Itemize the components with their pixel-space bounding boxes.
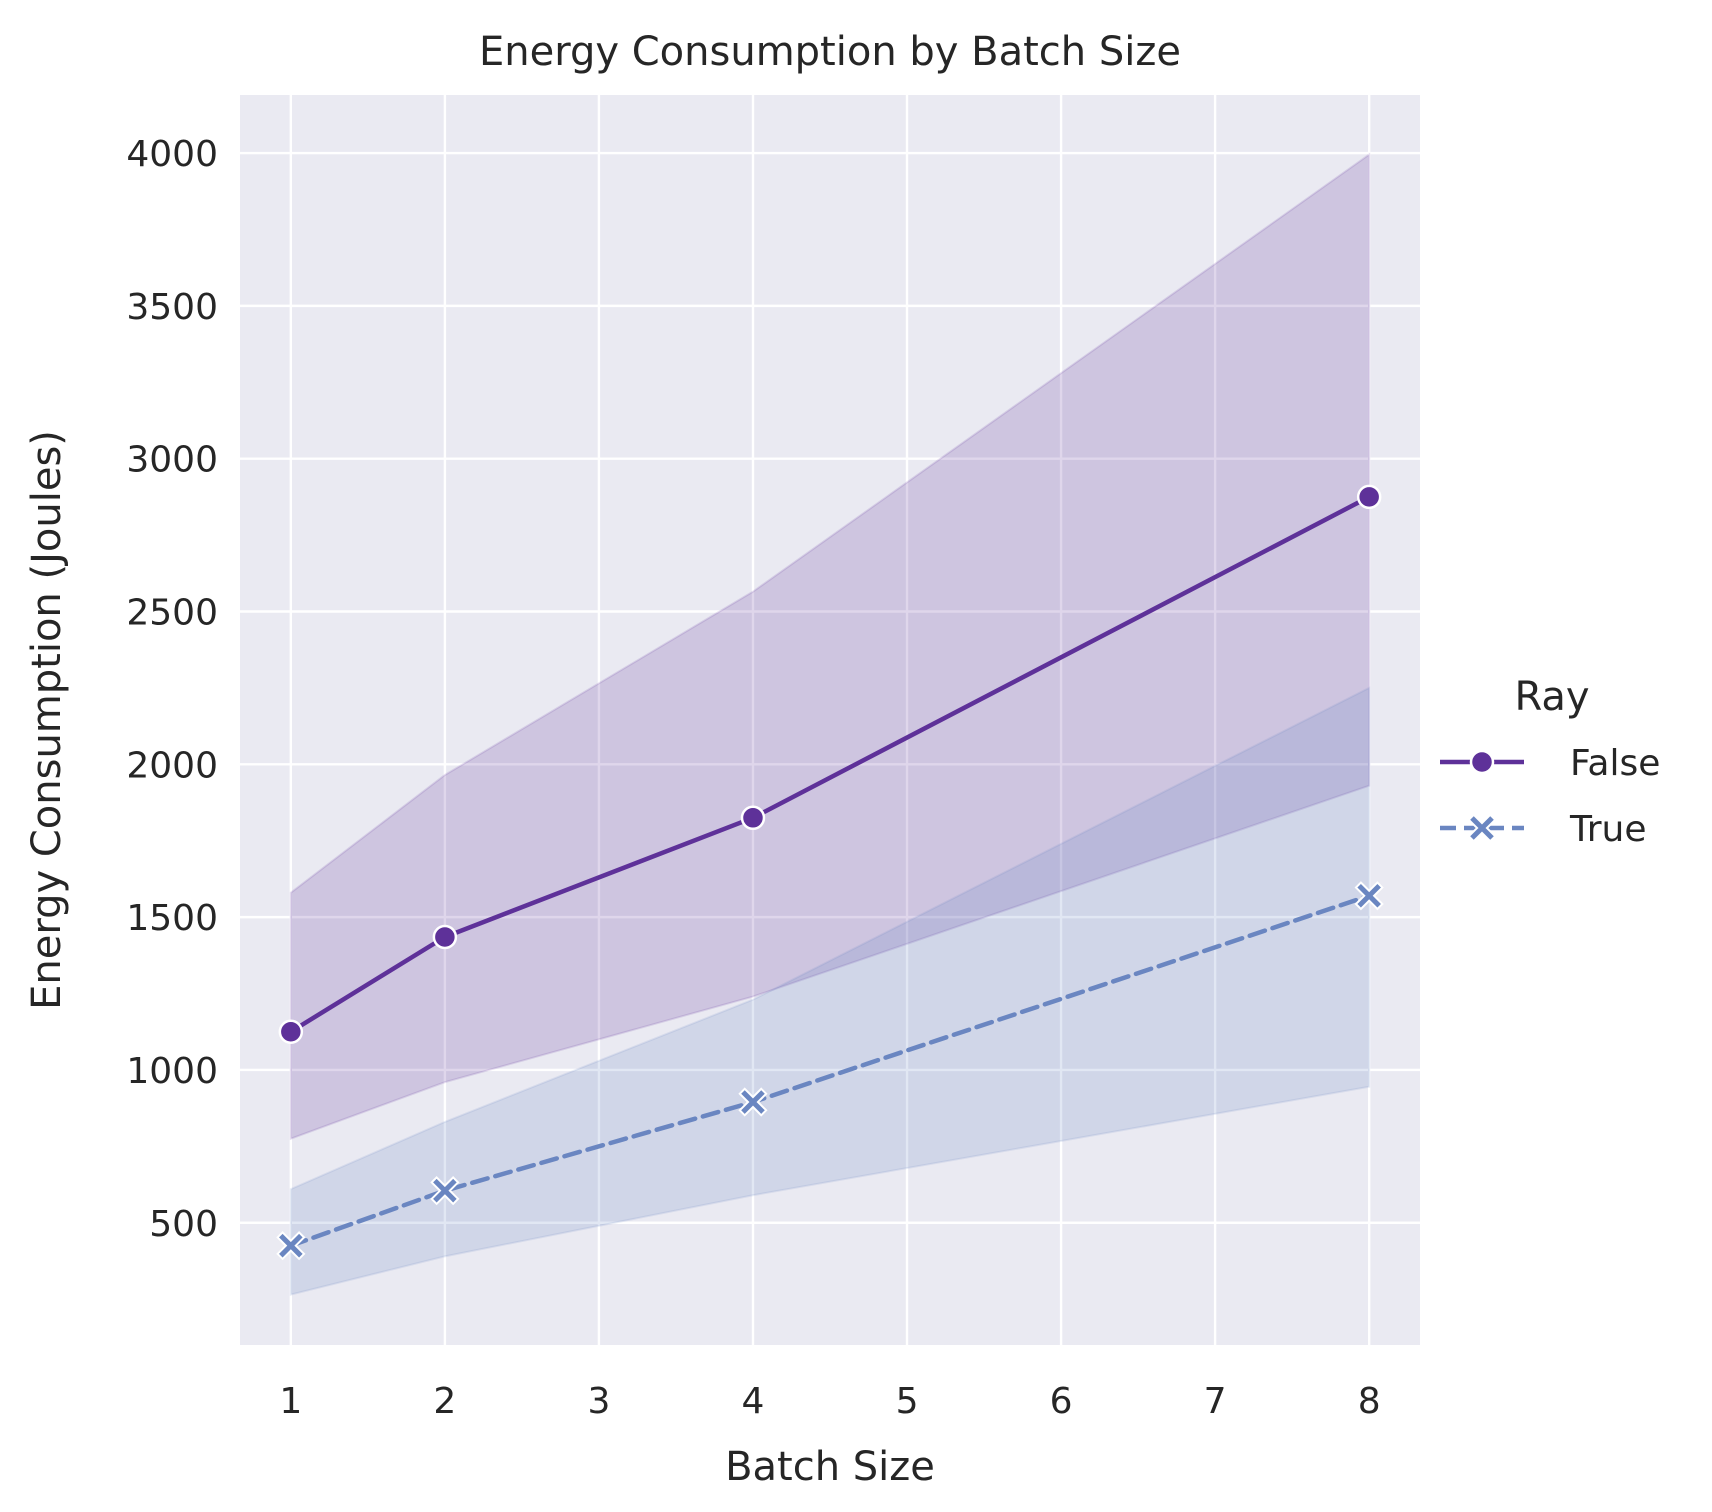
- legend-marker-false: [1469, 749, 1495, 775]
- data-point-false: [740, 805, 766, 831]
- x-tick-label: 8: [1358, 1381, 1381, 1422]
- x-tick-labels: 1 2 3 4 5 6 7 8: [279, 1381, 1380, 1422]
- x-tick-label: 5: [896, 1381, 919, 1422]
- confidence-band-true: [289, 686, 1371, 1296]
- data-point-true: [1354, 881, 1384, 911]
- x-tick-label: 2: [433, 1381, 456, 1422]
- series-line-true: [288, 893, 1372, 1248]
- x-tick-label: 4: [742, 1381, 765, 1422]
- series-lines: [288, 494, 1372, 1248]
- series-markers: [276, 484, 1384, 1261]
- data-point-true: [430, 1176, 460, 1206]
- x-tick-label: 3: [587, 1381, 610, 1422]
- y-tick-label: 2000: [126, 745, 218, 786]
- y-tick-label: 3000: [126, 440, 218, 481]
- chart-title: Energy Consumption by Batch Size: [479, 29, 1181, 75]
- x-tick-label: 6: [1050, 1381, 1073, 1422]
- x-tick-label: 7: [1204, 1381, 1227, 1422]
- legend: Ray False True: [1440, 674, 1660, 850]
- y-tick-label: 1500: [126, 898, 218, 939]
- legend-marker-true: [1467, 813, 1497, 843]
- y-tick-label: 500: [149, 1204, 218, 1245]
- legend-label-true: True: [1569, 809, 1646, 850]
- y-tick-label: 1000: [126, 1051, 218, 1092]
- data-point-false: [278, 1019, 304, 1044]
- y-tick-labels: 500 1000 1500 2000 2500 3000 3500 4000: [126, 134, 218, 1245]
- gridlines: [240, 95, 1420, 1345]
- data-point-false: [432, 924, 458, 950]
- y-tick-label: 3500: [126, 287, 218, 328]
- data-point-true: [276, 1231, 306, 1261]
- y-tick-label: 4000: [126, 134, 218, 175]
- plot-background: [240, 95, 1420, 1345]
- data-point-true: [738, 1087, 768, 1117]
- x-axis-label: Batch Size: [725, 1444, 935, 1490]
- legend-label-false: False: [1570, 743, 1660, 784]
- y-tick-label: 2500: [126, 593, 218, 634]
- data-point-false: [1356, 484, 1382, 510]
- series-line-false: [288, 494, 1372, 1034]
- x-tick-label: 1: [279, 1381, 302, 1422]
- y-axis-label: Energy Consumption (Joules): [24, 430, 70, 1010]
- legend-title: Ray: [1514, 674, 1589, 720]
